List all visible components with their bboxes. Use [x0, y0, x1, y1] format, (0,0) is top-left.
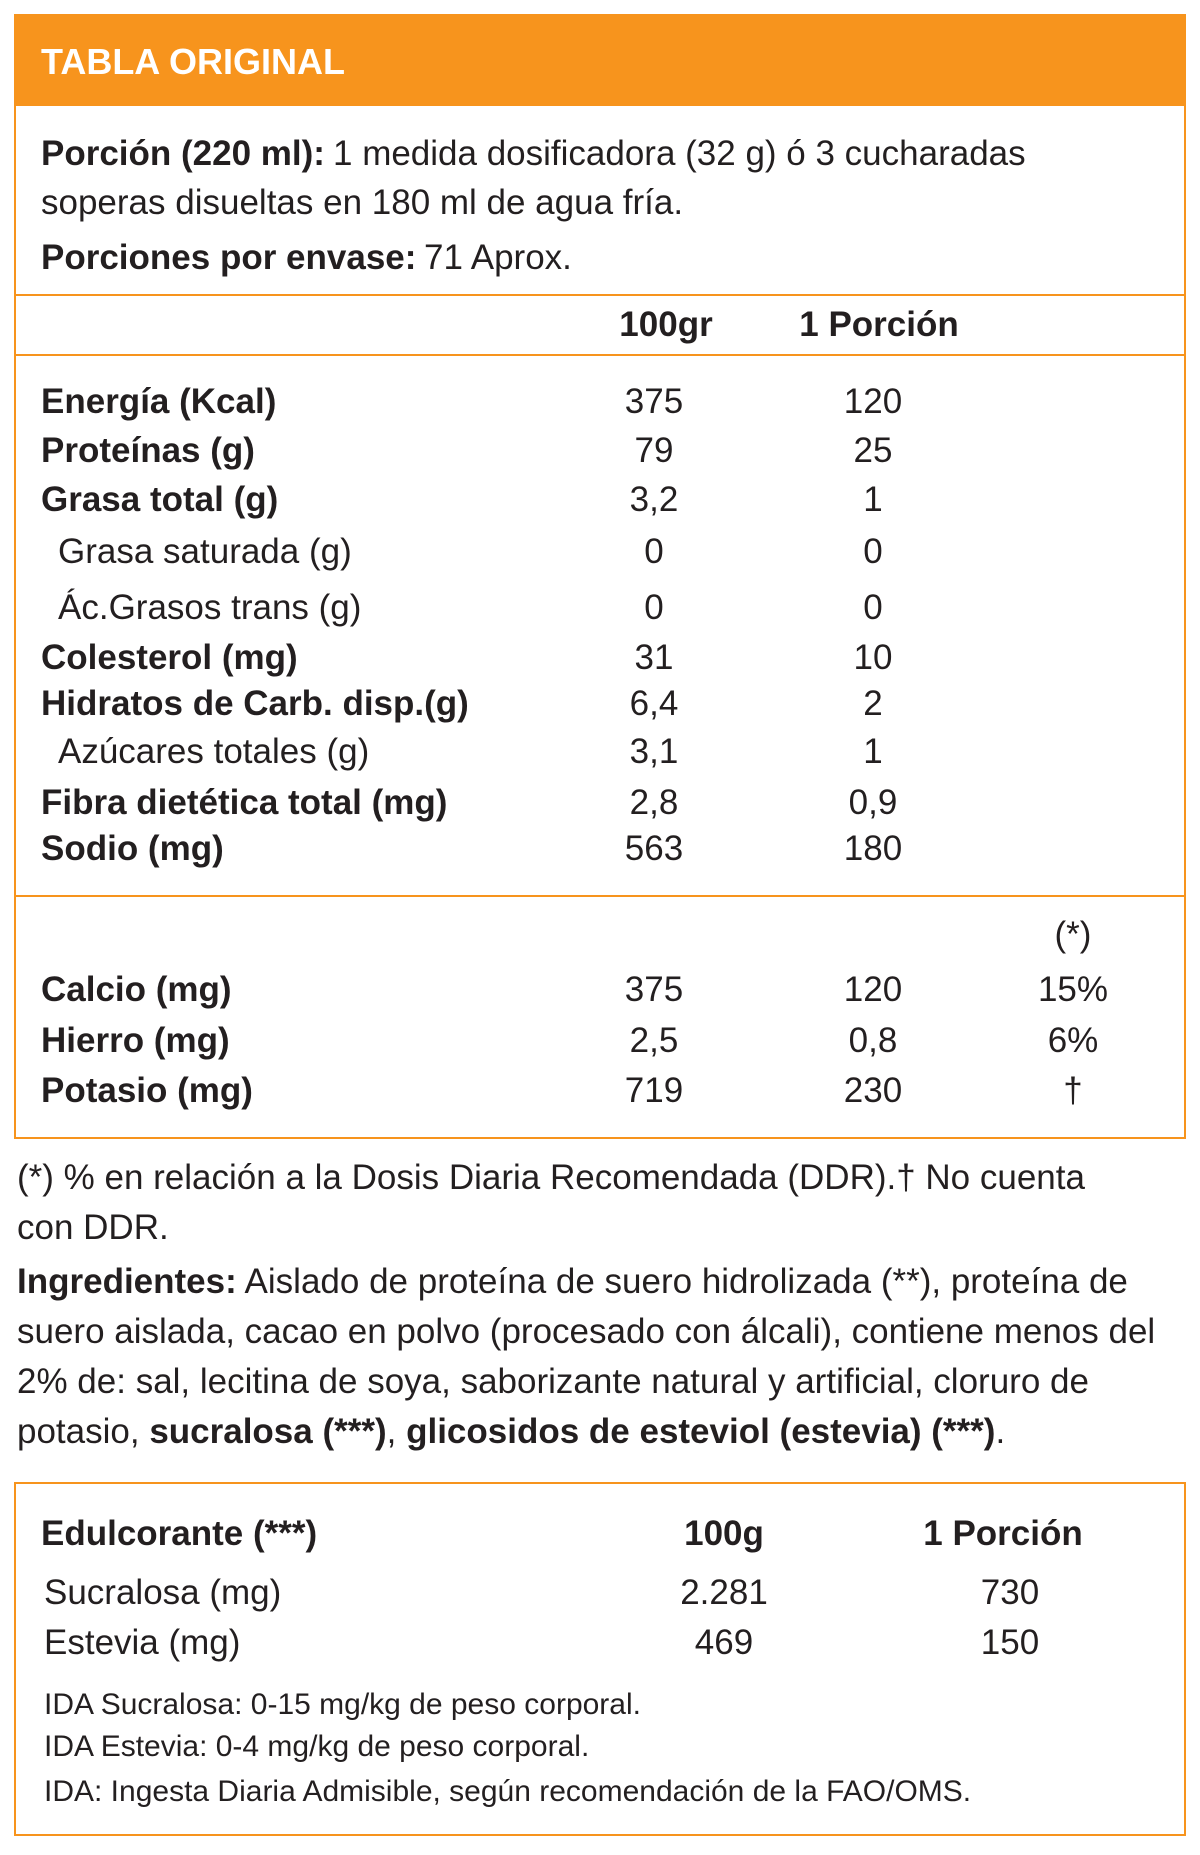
column-header: 1 Porción: [923, 1514, 1083, 1553]
cell-value: 25: [853, 431, 893, 470]
divider: [14, 895, 1186, 897]
row-label: Ác.Grasos trans (g): [58, 588, 362, 627]
cell-value: 375: [624, 970, 684, 1009]
cell-value: 563: [624, 829, 684, 868]
ingredients-text: .: [995, 1412, 1006, 1451]
cell-value: 0: [644, 588, 664, 627]
footnote: (*) % en relación a la Dosis Diaria Reco…: [17, 1158, 1085, 1197]
row-label: Hierro (mg): [41, 1021, 230, 1060]
row-label: Grasa saturada (g): [58, 532, 352, 571]
cell-value: 0,9: [848, 783, 898, 822]
cell-value: 730: [980, 1573, 1040, 1612]
column-header: 100gr: [619, 305, 713, 344]
footnote: con DDR.: [17, 1208, 169, 1247]
cell-value: 1: [863, 732, 883, 771]
ingredients-text: Ingredientes:: [17, 1262, 237, 1301]
cell-value: 2,5: [629, 1021, 679, 1060]
cell-value: 6%: [1047, 1021, 1099, 1060]
cell-value: 230: [843, 1071, 903, 1110]
row-label: Energía (Kcal): [41, 382, 277, 421]
sweetener-box: [14, 1482, 1186, 1836]
row-label: Calcio (mg): [41, 970, 232, 1009]
cell-value: 120: [843, 970, 903, 1009]
cell-value: 2: [863, 684, 883, 723]
row-label: Hidratos de Carb. disp.(g): [41, 684, 469, 723]
title: TABLA ORIGINAL: [41, 41, 345, 82]
column-header: 1 Porción: [799, 305, 959, 344]
cell-value: 0: [863, 588, 883, 627]
row-label: Sodio (mg): [41, 829, 224, 868]
cell-value: 15%: [1037, 970, 1109, 1009]
serving-label: Porción (220 ml):: [41, 134, 325, 173]
row-label: Sucralosa (mg): [44, 1573, 282, 1612]
cell-value: 0,8: [848, 1021, 898, 1060]
row-label: Fibra dietética total (mg): [41, 783, 448, 822]
row-label: Estevia (mg): [44, 1623, 241, 1662]
ingredients-text: sucralosa (***): [149, 1412, 387, 1451]
serving-text: 1 medida dosificadora (32 g) ó 3 cuchara…: [333, 134, 1026, 173]
column-header: (*): [1054, 915, 1092, 954]
ingredients-text: glicosidos de esteviol (estevia) (***): [406, 1412, 996, 1451]
cell-value: 3,1: [629, 732, 679, 771]
cell-value: 120: [843, 382, 903, 421]
cell-value: 150: [980, 1623, 1040, 1662]
cell-value: 2,8: [629, 783, 679, 822]
per-pack-text: 71 Aprox.: [424, 238, 572, 277]
cell-value: †: [1063, 1071, 1083, 1110]
row-label: Potasio (mg): [41, 1071, 253, 1110]
column-header: Edulcorante (***): [41, 1514, 318, 1553]
note: IDA: Ingesta Diaria Admisible, según rec…: [44, 1775, 972, 1808]
row-label: Colesterol (mg): [41, 638, 298, 677]
ingredients-text: ,: [386, 1412, 407, 1451]
ingredients: Ingredientes: Aislado de proteína de sue…: [17, 1257, 1187, 1457]
cell-value: 719: [624, 1071, 684, 1110]
cell-value: 1: [863, 480, 883, 519]
cell-value: 6,4: [629, 684, 679, 723]
row-label: Grasa total (g): [41, 480, 279, 519]
cell-value: 10: [853, 638, 893, 677]
cell-value: 375: [624, 382, 684, 421]
divider: [14, 354, 1186, 356]
column-header: 100g: [684, 1514, 764, 1553]
header-band: [14, 14, 1186, 106]
per-pack-label: Porciones por envase:: [41, 238, 417, 277]
ingredients-text: Aislado de proteína de suero hidrolizada…: [17, 1262, 1156, 1451]
row-label: Proteínas (g): [41, 431, 255, 470]
cell-value: 469: [694, 1623, 754, 1662]
note: IDA Sucralosa: 0-15 mg/kg de peso corpor…: [44, 1688, 641, 1721]
cell-value: 0: [863, 532, 883, 571]
cell-value: 0: [644, 532, 664, 571]
cell-value: 31: [634, 638, 674, 677]
row-label: Azúcares totales (g): [58, 732, 370, 771]
divider: [14, 294, 1186, 296]
note: IDA Estevia: 0-4 mg/kg de peso corporal.: [44, 1730, 590, 1763]
serving-text: soperas disueltas en 180 ml de agua fría…: [41, 183, 684, 222]
cell-value: 2.281: [680, 1573, 768, 1612]
cell-value: 3,2: [629, 480, 679, 519]
cell-value: 180: [843, 829, 903, 868]
cell-value: 79: [634, 431, 674, 470]
